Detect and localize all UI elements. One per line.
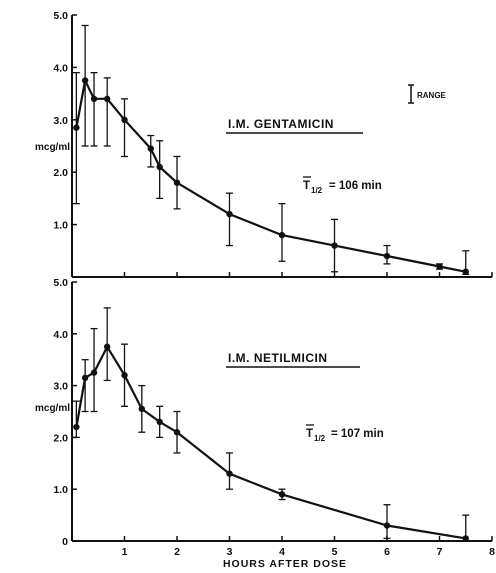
bottom-y-tick-label: 5.0 <box>53 277 68 289</box>
range-legend: RANGE <box>408 84 447 104</box>
bottom-x-tick-label: 1 <box>122 546 128 558</box>
top-data-point <box>103 95 111 103</box>
bottom-x-tick-label: 4 <box>279 546 285 558</box>
bottom-data-point <box>173 429 181 436</box>
top-y-tick-label: 2.0 <box>53 167 68 179</box>
top-half-life: T 1/2 = 106 min <box>303 176 382 195</box>
top-y-tick-label: 4.0 <box>53 62 68 74</box>
bottom-data-point <box>226 470 233 477</box>
top-series-line <box>75 79 467 273</box>
bottom-y-tick-label: 4.0 <box>53 329 68 341</box>
plot-layer: 1.0 2.0 3.0 4.0 5.0 0 1.0 2.0 3.0 4.0 5.0 1 2 3 4 5 6 7 8 <box>53 10 495 558</box>
top-thalf-subscript: 1/2 <box>311 186 323 195</box>
top-thalf-value: = 106 min <box>329 180 382 192</box>
x-axis-label: HOURS AFTER DOSE <box>223 558 347 570</box>
bottom-data-point <box>138 405 146 413</box>
top-data-point <box>81 77 89 84</box>
range-legend-label: RANGE <box>417 91 447 100</box>
top-panel: I.M. GENTAMICIN T 1/2 = 106 min RANGE mc… <box>35 84 447 195</box>
bottom-x-tick-label: 7 <box>437 546 443 558</box>
top-panel-title: I.M. GENTAMICIN <box>228 117 334 131</box>
top-data-point <box>226 210 233 218</box>
bottom-series-line <box>75 345 466 540</box>
top-data-point <box>156 163 163 171</box>
bottom-data-point <box>462 535 469 542</box>
bottom-y-tick-label: 1.0 <box>53 484 68 496</box>
top-data-point <box>173 179 181 186</box>
bottom-x-tick-label: 6 <box>384 546 390 558</box>
top-data-point <box>121 116 128 124</box>
bottom-panel-title: I.M. NETILMICIN <box>228 351 328 365</box>
bottom-panel: I.M. NETILMICIN T 1/2 = 107 min mcg/ml H… <box>35 351 384 570</box>
bottom-data-point <box>103 343 111 350</box>
bottom-data-point <box>73 423 80 431</box>
bottom-thalf-value: = 107 min <box>331 428 384 440</box>
top-data-point <box>436 263 443 270</box>
top-data-point <box>331 242 338 249</box>
top-data-point <box>73 124 80 131</box>
top-y-tick-label: 1.0 <box>53 220 68 232</box>
top-y-tick-label: 3.0 <box>53 115 68 127</box>
bottom-thalf-subscript: 1/2 <box>314 434 326 443</box>
bottom-y-tick-label: 2.0 <box>53 432 68 444</box>
top-thalf-symbol: T <box>303 180 310 192</box>
bottom-x-tick-label: 5 <box>332 546 338 558</box>
bottom-x-tick-label: 3 <box>227 546 233 558</box>
bottom-y-axis-label: mcg/ml <box>35 403 70 414</box>
bottom-data-point <box>383 522 391 529</box>
top-y-axis-label: mcg/ml <box>35 142 70 153</box>
bottom-data-point <box>278 491 286 498</box>
top-y-tick-label: 5.0 <box>53 10 68 22</box>
bottom-data-point <box>81 374 89 382</box>
bottom-thalf-symbol: T <box>306 428 313 440</box>
top-data-point <box>462 268 469 275</box>
bottom-half-life: T 1/2 = 107 min <box>306 424 384 443</box>
bottom-x-tick-label: 8 <box>489 546 495 558</box>
bottom-y-tick-label: 3.0 <box>53 381 68 393</box>
bottom-y-tick-label: 0 <box>62 536 68 548</box>
top-data-point <box>383 252 391 260</box>
bottom-x-tick-label: 2 <box>174 546 180 558</box>
top-data-point <box>278 231 286 239</box>
bottom-data-point <box>156 418 163 426</box>
bottom-data-point <box>121 372 128 379</box>
top-data-point <box>90 95 98 103</box>
top-data-point <box>147 145 154 152</box>
bottom-data-point <box>90 369 98 376</box>
